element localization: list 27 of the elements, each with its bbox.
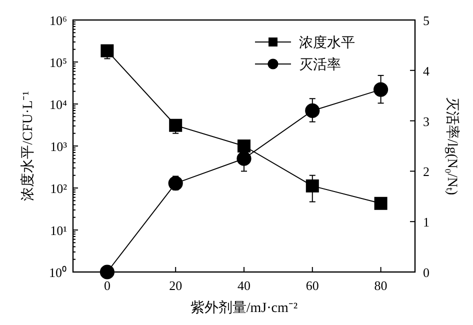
y2-tick-label: 0 bbox=[423, 265, 430, 280]
point bbox=[238, 140, 250, 152]
point bbox=[306, 179, 319, 192]
y2-tick-label: 5 bbox=[423, 13, 430, 28]
x-tick-label: 40 bbox=[238, 278, 250, 293]
y-tick-label: 10² bbox=[50, 181, 68, 196]
x-tick-label: 60 bbox=[306, 278, 319, 293]
y2-tick-label: 1 bbox=[423, 214, 430, 230]
y2-tick-label: 4 bbox=[423, 63, 430, 78]
y-tick-label: 10⁰ bbox=[49, 265, 67, 280]
y2-tick-label: 2 bbox=[423, 164, 430, 180]
x-tick-label: 80 bbox=[374, 278, 388, 293]
y-tick-label: 10⁵ bbox=[49, 55, 67, 70]
point bbox=[374, 196, 388, 210]
legend-label: 浓度水平 bbox=[299, 35, 355, 51]
x-tick-label: 0 bbox=[104, 278, 110, 293]
y2-axis-title: 灭活率/lg(N₀/Nₜ) bbox=[444, 96, 460, 196]
point bbox=[169, 118, 182, 132]
y2-tick-label: 3 bbox=[423, 114, 430, 129]
y-tick-label: 10⁶ bbox=[49, 13, 67, 28]
x-axis-title: 紫外剂量/mJ·cm⁻² bbox=[190, 300, 298, 316]
y-tick-label: 10¹ bbox=[50, 223, 68, 238]
y-axis-title: 浓度水平/CFU·L⁻¹ bbox=[20, 91, 36, 201]
y-tick-label: 10⁴ bbox=[49, 97, 68, 112]
x-tick-label: 20 bbox=[169, 278, 182, 293]
y-tick-label: 10³ bbox=[50, 139, 68, 154]
legend-label: 灭活率 bbox=[299, 57, 341, 73]
